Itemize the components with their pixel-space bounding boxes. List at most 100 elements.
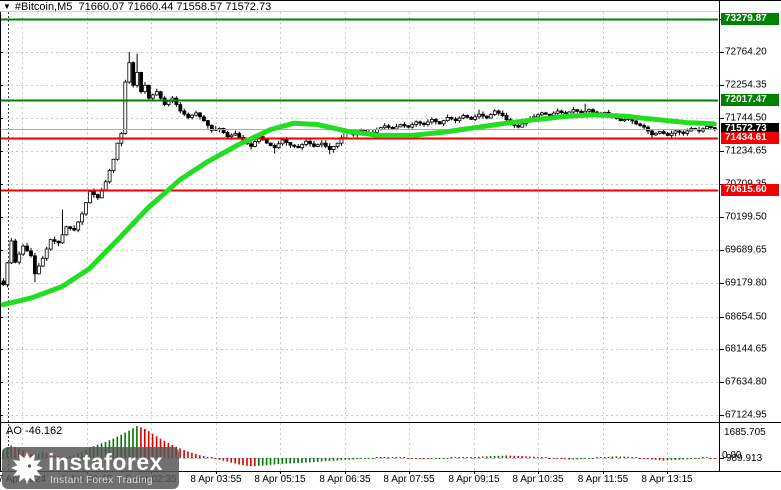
ao-bar: [556, 458, 559, 459]
time-axis-label: 8 Apr 06:35: [319, 474, 371, 485]
candle-body: [481, 113, 485, 117]
ao-bar: [540, 457, 543, 458]
candle-body: [484, 115, 489, 119]
ao-bar: [658, 458, 661, 461]
ao-bar: [379, 457, 382, 458]
ao-bar: [261, 458, 264, 466]
symbol-dropdown-icon[interactable]: ▼: [3, 2, 11, 11]
candle-body: [504, 115, 509, 121]
ao-bar: [529, 456, 531, 458]
candle-body: [642, 125, 646, 128]
candle-body: [398, 124, 403, 128]
ao-bar: [309, 458, 311, 463]
candle-body: [677, 130, 682, 133]
price-grid-label: 67634.80: [725, 376, 767, 388]
ao-bar: [218, 458, 221, 460]
candle-body: [661, 131, 666, 134]
candle-body: [40, 257, 45, 267]
ao-bar: [132, 428, 134, 458]
ao-bar: [375, 457, 378, 458]
candle-body: [394, 126, 399, 130]
ao-bar: [195, 453, 197, 458]
ao-bar: [584, 458, 586, 459]
ao-bar: [651, 458, 653, 460]
ao-bar: [234, 458, 236, 464]
price-grid-label: 71234.65: [725, 145, 767, 157]
candle-body: [445, 117, 450, 122]
candle-body: [300, 144, 305, 149]
ao-bar: [269, 458, 272, 465]
price-grid-label: 69689.65: [725, 244, 767, 256]
candle-body: [272, 144, 277, 149]
candle-body: [249, 143, 254, 147]
ao-bar: [674, 458, 677, 460]
candle-body: [194, 112, 199, 116]
candle-body: [650, 130, 654, 136]
candle-body: [143, 84, 147, 93]
ao-bar: [356, 458, 358, 460]
ao-bar: [603, 457, 606, 458]
price-grid-label: 68654.50: [725, 311, 767, 323]
candle-body: [25, 245, 30, 252]
candle-body: [178, 104, 183, 112]
ao-bar: [576, 458, 578, 460]
ao-bar: [533, 456, 535, 458]
ao-bar: [183, 450, 185, 458]
candle-body: [237, 133, 242, 138]
candle-body: [638, 123, 643, 126]
candle-body: [500, 112, 505, 116]
candle-body: [665, 133, 670, 136]
ao-bar: [537, 457, 539, 458]
candle-body: [323, 142, 328, 147]
candle-body: [68, 226, 73, 229]
candle-body: [221, 128, 226, 134]
candle-body: [296, 145, 301, 149]
candle-body: [425, 121, 430, 125]
candle-body: [52, 239, 57, 242]
candle-body: [410, 124, 415, 128]
ao-bar: [698, 458, 700, 459]
ao-bar: [206, 456, 209, 458]
ao-bar: [686, 458, 688, 460]
ao-scale-zero: 0.00: [722, 450, 742, 461]
ao-bar: [509, 455, 512, 458]
candle-body: [127, 62, 132, 83]
candle-body: [591, 109, 595, 113]
ao-bar: [627, 456, 629, 458]
candle-body: [634, 120, 639, 125]
candle-body: [284, 139, 289, 143]
candle-body: [622, 119, 627, 122]
candle-body: [95, 194, 100, 199]
candle-body: [229, 134, 234, 138]
candle-body: [88, 190, 92, 204]
candle-body: [449, 117, 454, 120]
candle-body: [618, 118, 623, 121]
price-grid-label: 71744.50: [725, 112, 767, 124]
candle-body: [186, 113, 191, 118]
resistance-price-chip: 72017.47: [721, 94, 779, 106]
ao-bar: [423, 458, 425, 459]
ohlc-values: 71660.07 71660.44 71558.57 71572.73: [78, 1, 272, 13]
price-grid-label: 72764.20: [725, 46, 767, 58]
ao-bar: [328, 458, 331, 461]
ao-bar: [383, 457, 386, 458]
ao-bar: [246, 458, 248, 466]
time-axis-label: 8 Apr 03:55: [190, 474, 242, 485]
candle-body: [657, 131, 662, 134]
support-price-chip: 71434.61: [721, 132, 779, 144]
candle-body: [555, 110, 560, 114]
ao-bar: [662, 458, 665, 461]
candle-body: [461, 115, 466, 119]
ao-bar: [352, 458, 354, 460]
ao-bar: [191, 452, 193, 458]
ao-bar: [305, 458, 307, 463]
ao-bar: [482, 456, 484, 458]
ao-bar: [466, 457, 468, 458]
ao-bar: [505, 455, 508, 458]
ao-bar: [709, 458, 712, 459]
price-grid-label: 69179.80: [725, 277, 767, 289]
ao-bar: [226, 458, 229, 462]
candle-body: [705, 126, 709, 130]
candle-body: [465, 115, 470, 118]
